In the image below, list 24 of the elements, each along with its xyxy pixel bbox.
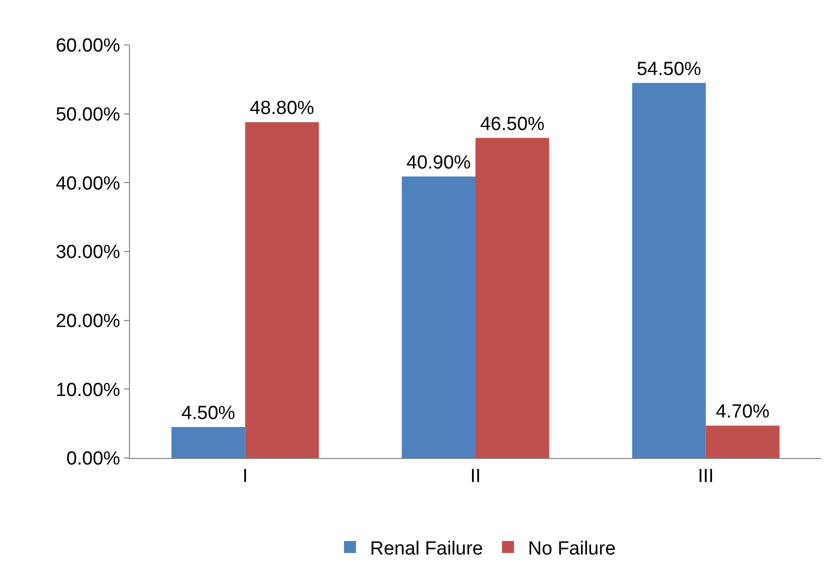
y-tick-label: 40.00%	[56, 173, 120, 194]
y-tick-label: 0.00%	[66, 448, 120, 470]
bar	[171, 427, 246, 458]
x-tick-label: III	[698, 466, 714, 487]
bar	[402, 176, 476, 458]
y-tick-label: 30.00%	[56, 242, 120, 264]
x-tick-label: I	[242, 466, 248, 487]
legend-label: No Failure	[528, 538, 616, 560]
bar	[632, 82, 706, 458]
data-label: 4.70%	[716, 402, 770, 423]
data-label: 54.50%	[636, 58, 702, 80]
y-tick-label: 10.00%	[56, 380, 120, 401]
y-tick-label: 50.00%	[56, 104, 120, 126]
data-label: 40.90%	[406, 152, 471, 174]
x-tick-label: II	[470, 466, 481, 487]
data-label: 46.50%	[480, 114, 545, 135]
data-label: 4.50%	[181, 403, 236, 424]
data-label: 48.80%	[250, 98, 314, 120]
bar	[245, 122, 319, 458]
bar	[476, 138, 550, 458]
y-tick-label: 60.00%	[56, 36, 120, 57]
bar	[706, 426, 780, 458]
y-tick-label: 20.00%	[56, 310, 120, 332]
legend-label: Renal Failure	[370, 538, 483, 560]
